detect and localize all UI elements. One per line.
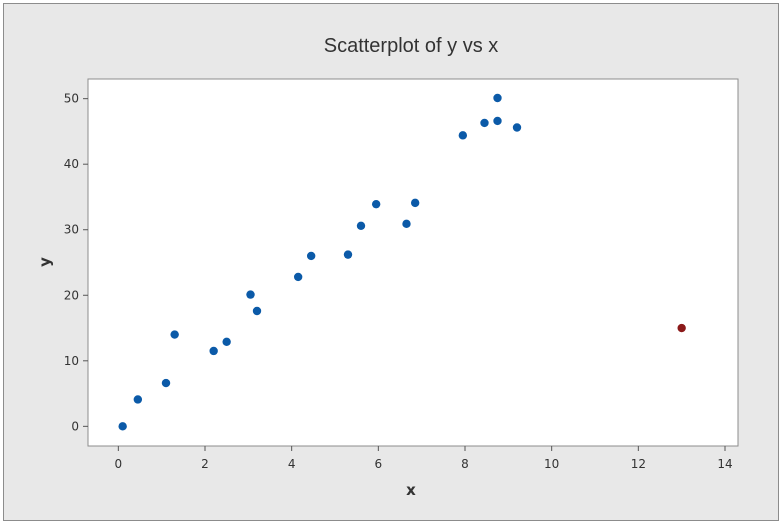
data-point	[458, 131, 468, 140]
data-point	[252, 306, 262, 316]
data-point	[371, 199, 381, 209]
y-axis: 0 10 20 30 40 50	[64, 92, 88, 433]
data-point	[306, 251, 316, 261]
x-tick-label: 12	[631, 457, 646, 471]
data-point	[343, 250, 353, 259]
x-tick-label: 14	[717, 457, 732, 471]
data-point	[402, 219, 411, 229]
plot-area	[87, 78, 739, 447]
x-tick-label: 4	[288, 457, 296, 471]
x-tick-label: 8	[461, 457, 469, 471]
data-point	[493, 116, 502, 126]
x-axis: 0 2 4 6 8 10 12 14	[115, 446, 733, 471]
x-axis-label: x	[406, 481, 416, 499]
data-point	[293, 272, 303, 282]
x-tick-label: 6	[375, 457, 383, 471]
y-tick-label: 20	[64, 288, 79, 302]
data-point	[512, 123, 522, 132]
data-point	[222, 337, 231, 346]
x-tick-label: 10	[544, 457, 559, 471]
y-tick-label: 0	[71, 419, 79, 433]
x-tick-label: 0	[115, 457, 123, 471]
outlier-point	[677, 323, 686, 333]
y-tick-label: 50	[64, 92, 79, 106]
data-point	[133, 395, 143, 404]
data-point	[246, 290, 255, 299]
y-tick-label: 40	[64, 157, 79, 171]
data-points	[118, 93, 686, 431]
data-point	[161, 378, 171, 388]
y-tick-label: 30	[64, 223, 79, 237]
data-point	[209, 346, 218, 356]
data-point	[493, 93, 502, 103]
data-point	[410, 198, 420, 208]
x-tick-label: 2	[201, 457, 209, 471]
chart-title: Scatterplot of y vs x	[324, 35, 499, 57]
y-axis-label: y	[36, 257, 54, 267]
y-tick-label: 10	[64, 354, 79, 368]
data-point	[118, 422, 127, 431]
data-point	[356, 221, 366, 230]
data-point	[480, 118, 489, 128]
data-point	[170, 330, 179, 339]
